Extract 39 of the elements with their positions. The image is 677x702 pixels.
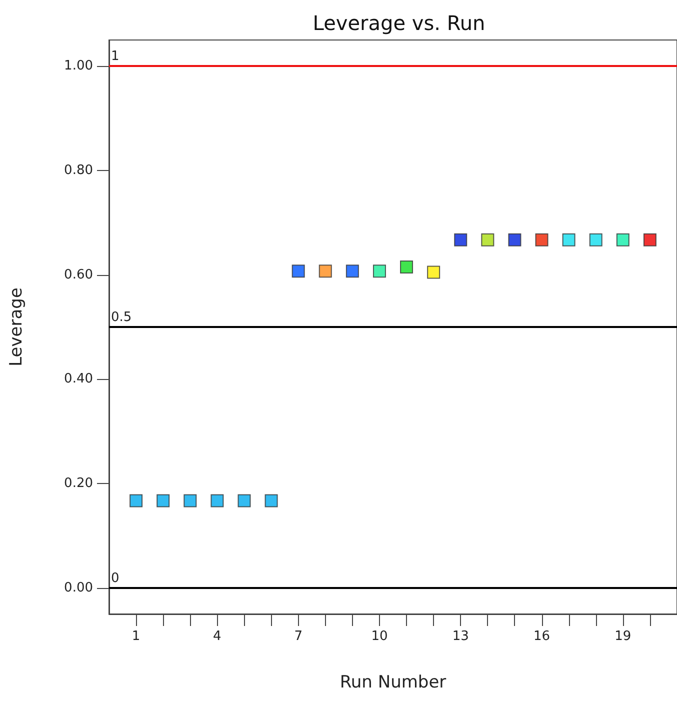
x-axis-title: Run Number [340,672,446,692]
point [508,233,522,246]
y-axis-title: Leverage [6,288,26,366]
point [589,233,602,246]
ref-line-label: 1 [111,49,120,64]
point [616,233,630,246]
y-tick-label: 1.00 [64,58,93,74]
y-tick-label: 0.60 [64,267,93,282]
point [400,260,414,274]
x-tick-label: 4 [213,629,222,644]
y-tick-label: 0.00 [64,580,93,596]
x-tick-label: 1 [132,629,140,644]
chart-title: Leverage vs. Run [312,11,486,35]
point [130,494,143,508]
point [292,264,305,278]
y-tick-label: 0.20 [64,476,93,492]
point [210,494,224,508]
point [264,494,278,508]
x-tick-label: 13 [452,629,469,644]
x-tick-label: 10 [371,629,388,644]
x-tick-label: 7 [294,629,302,644]
point [427,266,440,279]
point [535,233,548,246]
point [156,494,170,508]
point [562,233,576,246]
x-tick-label: 16 [533,629,550,644]
point [318,264,332,278]
y-tick-label: 0.40 [64,372,93,387]
point [481,233,494,246]
point [346,264,359,278]
point [372,264,386,278]
ref-line-label: 0.5 [111,310,132,325]
point [184,494,197,508]
x-tick-label: 19 [614,629,632,644]
point [643,233,656,246]
y-tick-label: 0.80 [64,162,93,178]
ref-line-label: 0 [111,570,120,586]
point [238,494,251,508]
point [454,233,468,246]
